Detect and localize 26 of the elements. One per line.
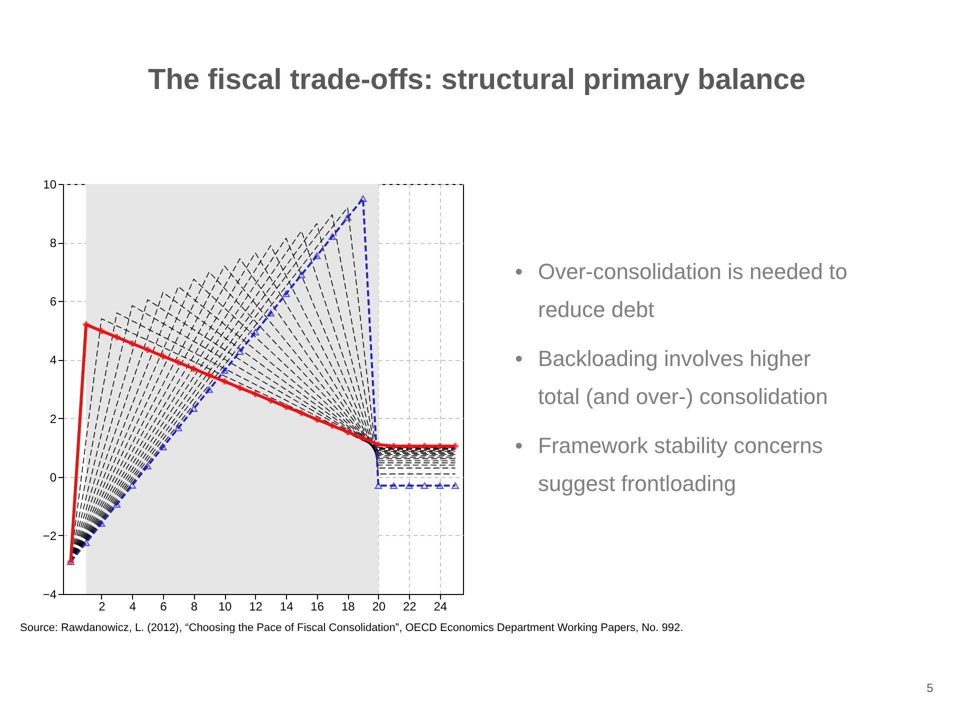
text: • Backloading involves higher total (and over-) consolidation <box>515 346 828 409</box>
x-tick-label: 14 <box>280 600 294 614</box>
x-tick-label: 16 <box>310 600 324 614</box>
y-tick-label: −2 <box>42 528 57 543</box>
x-tick-label: 4 <box>129 600 136 614</box>
y-tick-label: 8 <box>50 236 57 250</box>
y-tick-label: 4 <box>50 353 57 368</box>
text: • Framework stability concerns suggest frontloading <box>515 433 823 496</box>
x-tick-label: 20 <box>372 600 386 614</box>
y-tick-label: 6 <box>50 294 57 309</box>
y-tick-label: 10 <box>43 178 57 192</box>
x-tick-label: 18 <box>341 600 356 614</box>
y-tick-label: −4 <box>42 588 57 602</box>
x-tick-label: 8 <box>190 600 198 614</box>
x-tick-label: 24 <box>434 600 448 614</box>
x-tick-label: 6 <box>160 600 168 614</box>
source-note: Source: Rawdanowicz, L. (2012), “Choosing the Pace of Fiscal Consolidation”, OECD Economics Department Working Papers, No. 992. <box>20 622 684 634</box>
x-tick-label: 22 <box>402 600 417 614</box>
y-tick-label: 2 <box>50 412 57 426</box>
text: 5 <box>926 681 934 695</box>
text: • Over-consolidation is needed to reduce debt <box>515 259 848 322</box>
x-tick-label: 12 <box>249 600 263 614</box>
chart-title: The fiscal trade-offs: structural primary balance <box>148 64 806 96</box>
y-tick-label: 0 <box>50 470 57 484</box>
x-tick-label: 10 <box>218 600 232 614</box>
x-tick-label: 2 <box>98 600 106 614</box>
